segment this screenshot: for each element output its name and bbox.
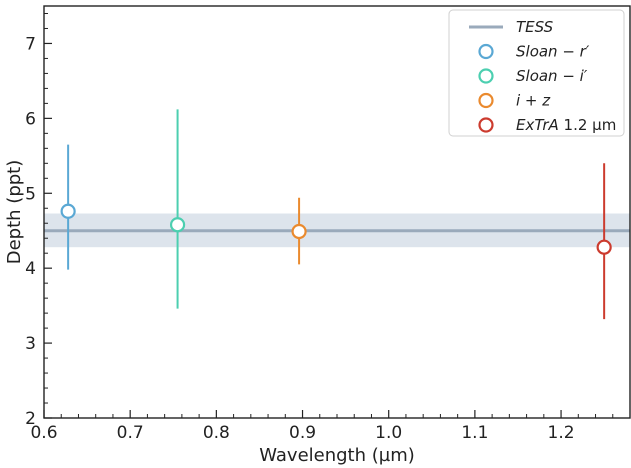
x-tick-label: 1.2 [548,423,575,443]
legend-box [448,9,625,137]
x-tick-label: 0.8 [203,423,230,443]
y-tick-label: 7 [25,34,36,54]
legend-marker-swatch [478,92,494,109]
y-tick-label: 2 [25,409,36,429]
y-axis-label: Depth (ppt) [4,160,25,265]
y-tick-label: 6 [25,109,36,129]
x-axis-label: Wavelength (µm) [259,445,415,466]
y-tick-label: 3 [25,334,36,354]
legend-marker-swatch [478,68,494,84]
legend-item-4: i + z [478,92,551,110]
data-point [169,217,186,233]
y-tick-label: 5 [25,184,36,204]
legend-item-5: ExTrA 1.2 µm [478,116,616,134]
axes: 0.6 0.7 0.8 0.9 1.0 1.1 1.2 2 3 4 5 6 7 [25,5,631,443]
series-4 [596,163,612,320]
x-tick-label: 1.0 [375,423,402,443]
tess-reference [44,213,630,248]
data-point [596,239,612,255]
series-1 [60,144,76,270]
series-3 [291,197,307,265]
legend-item-2: Sloan − r′ [478,43,590,61]
legend-marker-swatch [478,43,494,60]
legend-marker-swatch [478,117,494,133]
series-2 [169,109,186,309]
data-point [60,203,76,219]
data-series [60,109,612,320]
x-tick-label: 0.7 [117,423,144,443]
data-point [291,223,307,240]
legend-label: Sloan − i′ [516,67,588,85]
legend-label: ExTrA 1.2 µm [516,116,616,134]
y-tick-label: 4 [25,259,36,279]
legend-item-1: TESS [469,18,554,36]
x-tick-label: 1.1 [461,423,488,443]
legend-item-3: Sloan − i′ [478,67,588,85]
x-tick-label: 0.6 [30,423,57,443]
x-tick-label: 0.9 [289,423,316,443]
legend: TESS Sloan − r′ Sloan − i′ i + z ExTrA 1.2 µ… [448,9,625,137]
legend-label: i + z [516,92,551,110]
legend-label: TESS [516,18,554,36]
legend-label: Sloan − r′ [516,43,590,61]
